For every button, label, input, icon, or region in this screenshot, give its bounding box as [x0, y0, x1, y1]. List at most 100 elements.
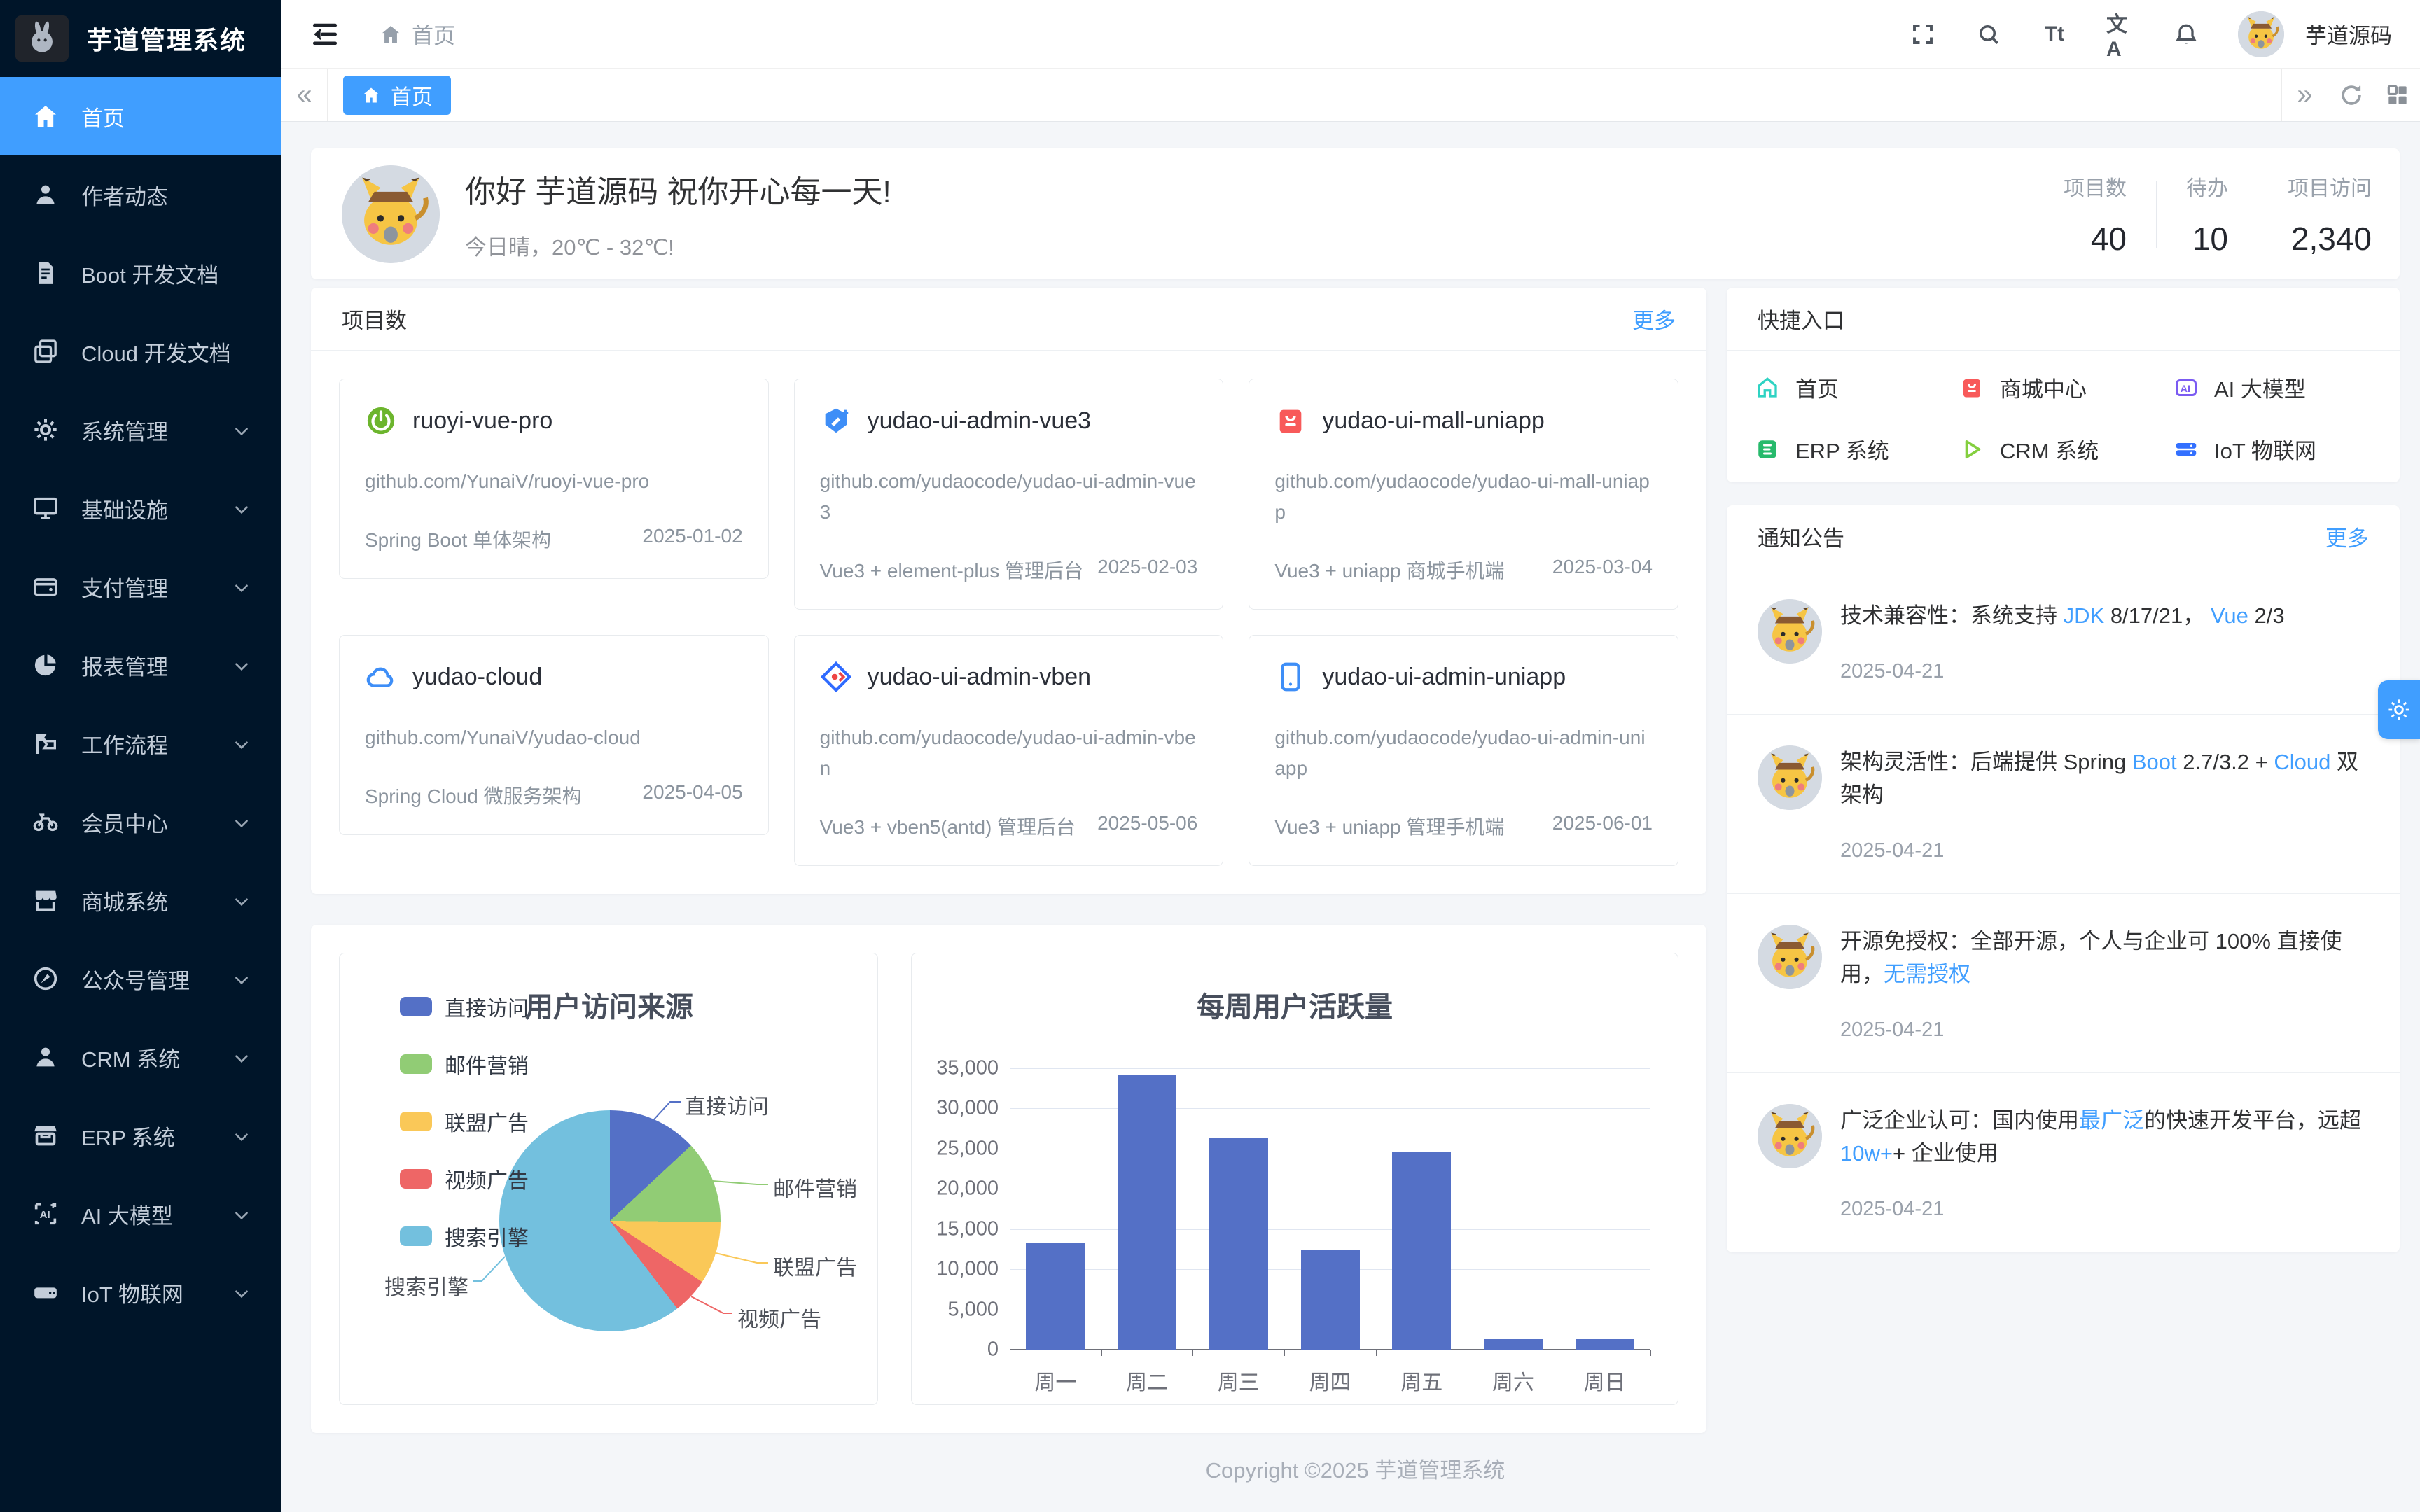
sidebar-item-15[interactable]: IoT 物联网	[0, 1253, 281, 1331]
gear-icon	[34, 419, 57, 441]
chevron-down-icon	[235, 506, 248, 514]
app-title: 芋道管理系统	[87, 26, 247, 55]
bar-周三	[1209, 1138, 1268, 1350]
language-icon[interactable]: 文A	[2106, 13, 2127, 61]
project-name: yudao-ui-admin-vben	[867, 663, 1092, 690]
sidebar-item-7[interactable]: 报表管理	[0, 626, 281, 704]
shortcut-0[interactable]: 首页	[1755, 372, 1839, 403]
workflow-icon	[36, 734, 56, 754]
tabs-scroll-left-icon[interactable]: «	[281, 69, 328, 121]
sidebar-item-label: AI 大模型	[81, 1203, 173, 1228]
notice-avatar	[1758, 925, 1822, 989]
breadcrumb[interactable]: 首页	[380, 18, 455, 50]
collapse-sidebar-icon[interactable]	[310, 19, 340, 50]
project-card[interactable]: ruoyi-vue-pro github.com/YunaiV/ruoyi-vue…	[339, 379, 769, 579]
project-card[interactable]: yudao-ui-mall-uniapp github.com/yudaocode…	[1249, 379, 1678, 610]
legend-label: 联盟广告	[445, 1112, 529, 1135]
project-url[interactable]: github.com/YunaiV/yudao-cloud	[365, 727, 641, 748]
notice-item[interactable]: 开源免授权：全部开源，个人与企业可 100% 直接使用，无需授权 2025-04-…	[1727, 894, 2400, 1073]
legend-item[interactable]: 邮件营销	[400, 1049, 529, 1079]
bell-icon[interactable]	[2172, 20, 2200, 48]
welcome-stats: 项目数 40 待办 10 项目访问 2,340	[2034, 171, 2372, 258]
chevron-down-icon	[235, 584, 248, 593]
sidebar-item-9[interactable]: 会员中心	[0, 783, 281, 861]
refresh-icon[interactable]	[2328, 69, 2374, 121]
sidebar-item-14[interactable]: AI AI 大模型	[0, 1175, 281, 1253]
project-desc: Vue3 + element-plus 管理后台	[819, 560, 1084, 582]
pie-slice-label: 联盟广告	[773, 1256, 857, 1280]
x-axis-tick-label: 周四	[1309, 1371, 1351, 1394]
sidebar-item-13[interactable]: ERP 系统	[0, 1096, 281, 1175]
x-axis-tick-label: 周六	[1491, 1371, 1534, 1394]
user-avatar[interactable]	[2238, 10, 2284, 57]
project-card[interactable]: yudao-ui-admin-uniapp github.com/yudaocod…	[1249, 635, 1678, 866]
shortcut-3[interactable]: ERP 系统	[1755, 433, 1889, 465]
project-url[interactable]: github.com/YunaiV/ruoyi-vue-pro	[365, 470, 650, 492]
project-card[interactable]: yudao-ui-admin-vben github.com/yudaocode/…	[793, 635, 1224, 866]
legend-item[interactable]: 联盟广告	[400, 1106, 529, 1137]
shortcut-label: AI 大模型	[2214, 377, 2306, 402]
tab-home[interactable]: 首页	[343, 75, 451, 115]
shortcut-2[interactable]: AI AI 大模型	[2174, 372, 2306, 403]
sidebar-item-5[interactable]: 基础设施	[0, 469, 281, 547]
settings-button[interactable]	[2378, 680, 2420, 739]
sidebar-item-10[interactable]: 商城系统	[0, 861, 281, 939]
bicycle-icon	[33, 813, 58, 832]
sidebar-item-12[interactable]: CRM 系统	[0, 1018, 281, 1096]
sidebar-item-8[interactable]: 工作流程	[0, 704, 281, 783]
project-card[interactable]: yudao-cloud github.com/YunaiV/yudao-cloud…	[339, 635, 769, 835]
tabs-scroll-right-icon[interactable]: »	[2281, 69, 2328, 121]
sidebar-item-label: 报表管理	[81, 654, 168, 680]
search-icon[interactable]	[1975, 20, 2003, 48]
project-url[interactable]: github.com/yudaocode/yudao-ui-admin-vue3	[819, 470, 1196, 523]
home-icon	[382, 25, 399, 43]
project-card[interactable]: yudao-ui-admin-vue3 github.com/yudaocode/…	[793, 379, 1224, 610]
sidebar-item-label: 公众号管理	[81, 968, 190, 993]
shortcut-5[interactable]: IoT 物联网	[2174, 433, 2316, 465]
x-axis-tick-label: 周三	[1217, 1371, 1260, 1394]
legend-item[interactable]: 直接访问	[400, 991, 529, 1022]
erp-badge-icon	[1758, 440, 1776, 458]
notice-item[interactable]: 架构灵活性：后端提供 Spring Boot 2.7/3.2 + Cloud 双…	[1727, 715, 2400, 894]
shortcut-label: ERP 系统	[1795, 439, 1889, 463]
shortcut-4[interactable]: CRM 系统	[1959, 433, 2099, 465]
notice-item[interactable]: 技术兼容性：系统支持 JDK 8/17/21， Vue 2/3 2025-04-2…	[1727, 568, 2400, 715]
project-url[interactable]: github.com/yudaocode/yudao-ui-mall-uniap…	[1274, 470, 1650, 523]
projects-panel-title: 项目数	[342, 309, 407, 333]
projects-more-link[interactable]: 更多	[1632, 309, 1676, 333]
project-desc: Vue3 + uniapp 管理手机端	[1274, 816, 1505, 838]
x-axis-tick-label: 周一	[1034, 1371, 1077, 1394]
project-date: 2025-04-05	[642, 781, 743, 803]
sidebar-item-3[interactable]: Cloud 开发文档	[0, 312, 281, 391]
layout-grid-icon[interactable]	[2374, 69, 2420, 121]
sidebar-item-6[interactable]: 支付管理	[0, 547, 281, 626]
pie-legend: 直接访问邮件营销联盟广告视频广告搜索引擎	[400, 991, 529, 1252]
stat-todo: 待办 10	[2157, 171, 2258, 258]
bar-周五	[1392, 1151, 1452, 1350]
x-axis-tick-label: 周五	[1400, 1371, 1443, 1394]
fullscreen-icon[interactable]	[1909, 20, 1937, 48]
notice-item[interactable]: 广泛企业认可：国内使用最广泛的快速开发平台，远超 10w++ 企业使用 2025-…	[1727, 1073, 2400, 1252]
project-url[interactable]: github.com/yudaocode/yudao-ui-admin-vben	[819, 727, 1196, 779]
gear-icon	[2388, 699, 2409, 720]
notices-more-link[interactable]: 更多	[2325, 526, 2369, 551]
shortcut-1[interactable]: 商城中心	[1959, 372, 2087, 403]
legend-item[interactable]: 搜索引擎	[400, 1221, 529, 1252]
sidebar-item-1[interactable]: 作者动态	[0, 155, 281, 234]
legend-label: 直接访问	[445, 997, 529, 1021]
project-name: yudao-ui-admin-vue3	[867, 407, 1092, 434]
username[interactable]: 芋道源码	[2305, 24, 2392, 48]
sidebar-item-home[interactable]: 首页	[0, 77, 281, 155]
sidebar-item-4[interactable]: 系统管理	[0, 391, 281, 469]
sidebar-item-11[interactable]: 公众号管理	[0, 939, 281, 1018]
x-axis-tick	[1650, 1350, 1651, 1356]
legend-item[interactable]: 视频广告	[400, 1163, 529, 1194]
notice-avatar	[1758, 599, 1822, 664]
sidebar-item-label: ERP 系统	[81, 1125, 175, 1150]
project-url[interactable]: github.com/yudaocode/yudao-ui-admin-unia…	[1274, 727, 1646, 779]
font-size-icon[interactable]: Tt	[2044, 22, 2065, 46]
sidebar-logo-row[interactable]: 芋道管理系统	[0, 0, 281, 77]
welcome-texts: 你好 芋道源码 祝你开心每一天! 今日晴，20℃ - 32℃!	[465, 167, 891, 261]
sidebar-item-label: 首页	[81, 106, 125, 131]
sidebar-item-2[interactable]: Boot 开发文档	[0, 234, 281, 312]
